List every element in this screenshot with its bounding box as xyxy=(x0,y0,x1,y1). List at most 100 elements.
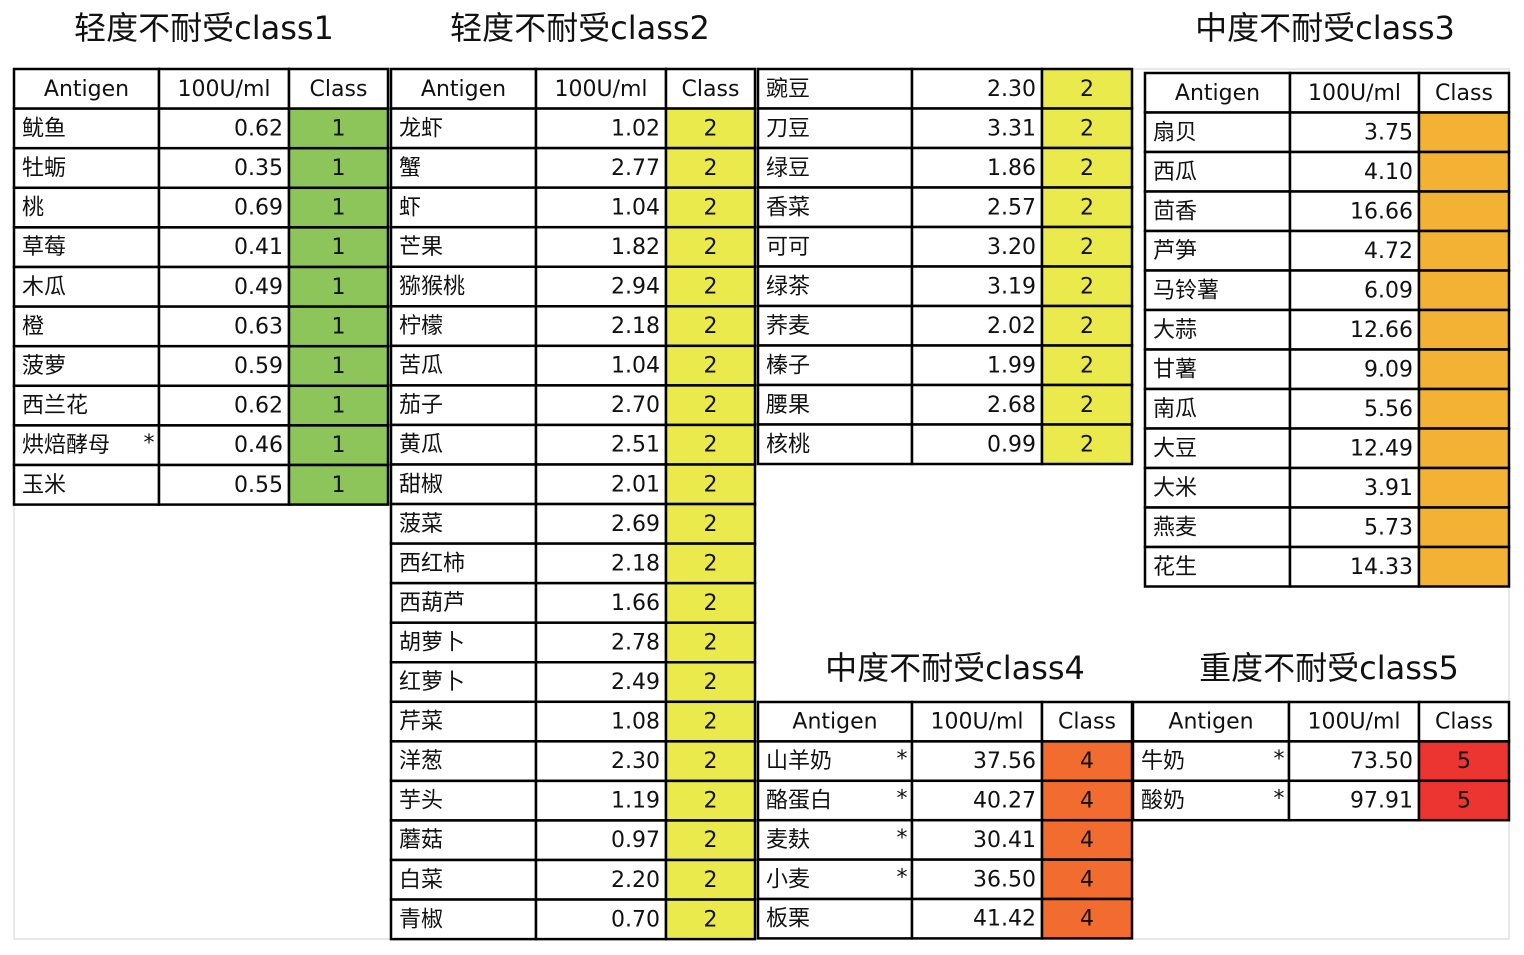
class-cell: 2 xyxy=(704,195,718,220)
table-cell xyxy=(1040,225,1134,268)
antigen-name: 桃 xyxy=(22,196,44,221)
class-cell: 2 xyxy=(1080,156,1094,181)
class-cell: 5 xyxy=(1457,749,1471,774)
table-title: 中度不耐受class3 xyxy=(1195,9,1455,47)
table-cell xyxy=(1417,348,1511,391)
value-cell: 1.86 xyxy=(987,156,1036,181)
table-cell xyxy=(664,581,757,624)
table-cell xyxy=(534,661,668,704)
table-cell xyxy=(756,858,914,901)
antigen-name: 烘焙酵母 xyxy=(22,433,110,458)
class-cell: 2 xyxy=(704,512,718,537)
table-cell xyxy=(1143,111,1292,154)
note-mark: * xyxy=(1274,747,1285,772)
note-mark: * xyxy=(897,826,908,851)
antigen-name: 青椒 xyxy=(399,907,443,932)
value-cell: 2.18 xyxy=(611,551,660,576)
antigen-name: 西兰花 xyxy=(22,394,88,419)
value-cell: 2.30 xyxy=(611,749,660,774)
table-cell xyxy=(910,186,1044,229)
value-cell: 6.09 xyxy=(1364,278,1413,303)
table-cell xyxy=(1417,190,1511,233)
table-cell xyxy=(287,384,390,427)
antigen-name: 苦瓜 xyxy=(399,354,443,379)
antigen-name: 大米 xyxy=(1153,476,1197,501)
antigen-name: 板栗 xyxy=(766,907,810,932)
table-cell xyxy=(389,423,538,466)
antigen-name: 木瓜 xyxy=(22,275,66,300)
table-cell xyxy=(1417,269,1511,312)
table-cell xyxy=(664,740,757,783)
value-cell: 2.01 xyxy=(611,472,660,497)
antigen-name: 小麦 xyxy=(766,867,810,892)
table-cell xyxy=(1288,190,1421,233)
value-cell: 2.30 xyxy=(987,77,1036,102)
class-cell: 2 xyxy=(1080,314,1094,339)
value-cell: 3.20 xyxy=(987,235,1036,260)
table-cell xyxy=(1040,107,1134,150)
table-cell xyxy=(756,304,914,347)
table-cell xyxy=(664,107,757,150)
table-cell xyxy=(910,265,1044,308)
antigen-name: 鱿鱼 xyxy=(22,116,66,141)
class-cell: 1 xyxy=(332,116,346,141)
table-title: 重度不耐受class5 xyxy=(1199,649,1459,687)
antigen-name: 西葫芦 xyxy=(399,591,465,616)
table-cell xyxy=(1040,265,1134,308)
header-label: Class xyxy=(1058,710,1116,735)
antigen-name: 龙虾 xyxy=(399,116,443,141)
class-cell: 4 xyxy=(1080,867,1094,892)
table-cell xyxy=(12,344,161,388)
class-cell: 1 xyxy=(332,354,346,379)
class-cell: 1 xyxy=(332,394,346,419)
header-label: 100U/ml xyxy=(1308,81,1401,106)
table-cell xyxy=(1040,344,1134,387)
table-cell xyxy=(1040,897,1134,940)
table-cell xyxy=(1417,150,1511,193)
table-cell xyxy=(1287,779,1421,822)
value-cell: 12.66 xyxy=(1350,318,1413,343)
antigen-name: 茴香 xyxy=(1153,199,1197,224)
table-cell xyxy=(12,146,161,190)
value-cell: 0.97 xyxy=(611,828,660,853)
table-cell xyxy=(534,344,668,387)
value-cell: 0.59 xyxy=(234,354,283,379)
table-cell xyxy=(157,305,291,348)
table-cell xyxy=(287,67,390,110)
value-cell: 1.82 xyxy=(611,235,660,260)
table-cell xyxy=(1288,427,1421,470)
antigen-name: 菠萝 xyxy=(22,354,66,379)
antigen-name: 西红柿 xyxy=(399,551,465,576)
header-label: Antigen xyxy=(1168,710,1253,735)
table-cell xyxy=(664,463,757,506)
class-cell: 2 xyxy=(1080,235,1094,260)
antigen-name: 牛奶 xyxy=(1141,749,1185,774)
value-cell: 2.18 xyxy=(611,314,660,339)
value-cell: 2.77 xyxy=(611,156,660,181)
table-cell xyxy=(664,858,757,901)
value-cell: 0.99 xyxy=(987,432,1036,457)
value-cell: 36.50 xyxy=(973,867,1036,892)
table-cell xyxy=(1417,506,1511,549)
class-cell: 1 xyxy=(332,235,346,260)
value-cell: 30.41 xyxy=(973,828,1036,853)
table-cell xyxy=(389,700,538,743)
class-cell: 2 xyxy=(704,472,718,497)
value-cell: 12.49 xyxy=(1350,436,1413,461)
value-cell: 1.08 xyxy=(611,710,660,735)
antigen-name: 马铃薯 xyxy=(1153,278,1219,303)
table-cell xyxy=(664,305,757,348)
antigen-name: 牡蛎 xyxy=(22,156,66,181)
value-cell: 0.70 xyxy=(611,907,660,932)
table-cell xyxy=(1288,506,1421,549)
class-cell: 4 xyxy=(1080,907,1094,932)
value-cell: 2.49 xyxy=(611,670,660,695)
class-cell: 1 xyxy=(332,433,346,458)
table-cell xyxy=(1143,348,1292,391)
antigen-name: 黄瓜 xyxy=(399,433,443,458)
antigen-name: 麦麸 xyxy=(766,828,810,853)
table-cell xyxy=(664,502,757,545)
table-cell xyxy=(664,423,757,466)
table-cell xyxy=(756,700,914,743)
class-cell: 2 xyxy=(704,433,718,458)
